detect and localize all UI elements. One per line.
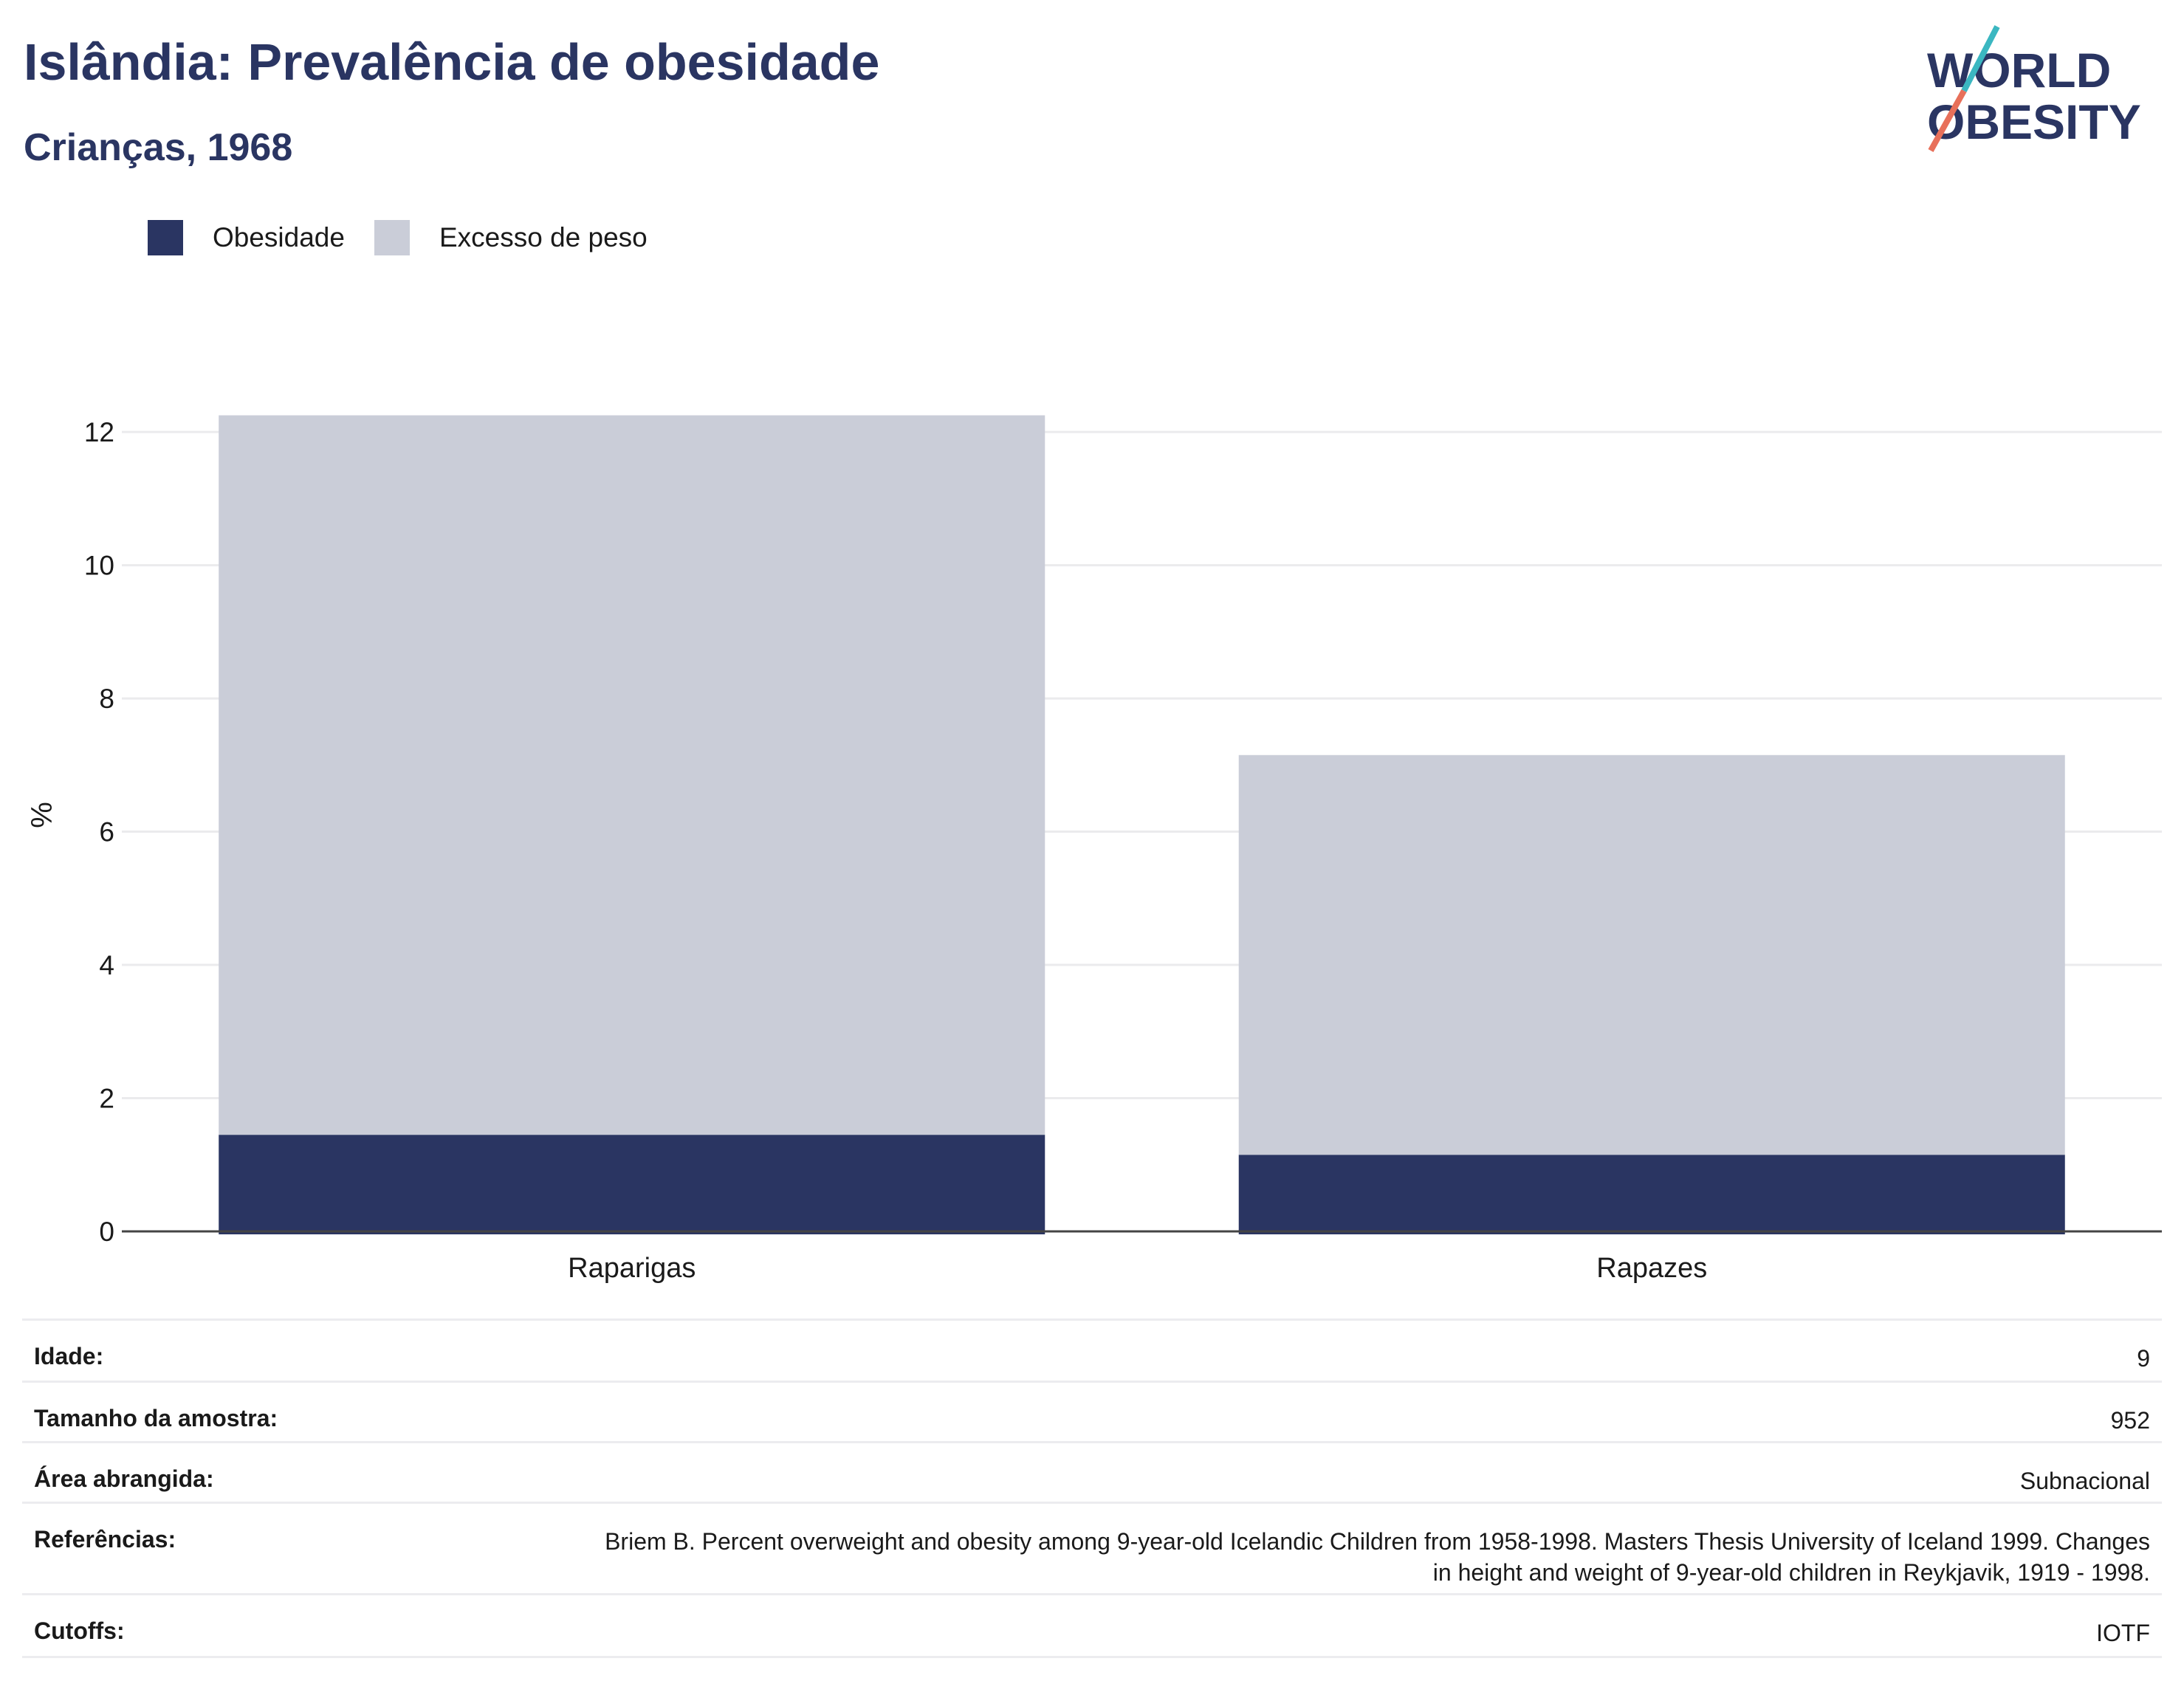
info-row-area: Área abrangida: Subnacional	[22, 1441, 2162, 1502]
legend: Obesidade Excesso de peso	[148, 220, 677, 255]
x-tick-label: Raparigas	[568, 1253, 696, 1284]
x-tick-label: Rapazes	[1596, 1253, 1707, 1284]
legend-label-obesity: Obesidade	[213, 222, 345, 252]
info-label-age: Idade:	[34, 1343, 104, 1369]
y-tick-label: 2	[99, 1084, 114, 1114]
y-tick-label: 4	[99, 950, 114, 980]
info-value-sample-size: 952	[2110, 1407, 2150, 1434]
info-row-age: Idade: 9	[22, 1318, 2162, 1381]
world-obesity-logo: WORLD OBESITY	[1927, 25, 2141, 152]
bar-obesity	[1238, 1155, 2065, 1234]
y-tick-label: 12	[84, 417, 114, 447]
info-table: Idade: 9 Tamanho da amostra: 952 Área ab…	[22, 1318, 2162, 1658]
y-tick-label: 8	[99, 684, 114, 714]
bar-overweight	[219, 415, 1045, 1135]
info-value-cutoffs: IOTF	[2096, 1620, 2150, 1646]
logo-line2: OBESITY	[1927, 94, 2141, 149]
legend-swatch-overweight	[374, 220, 410, 255]
bar-overweight	[1238, 754, 2065, 1155]
bar-chart: 0 2 4 6 8 10 12% Raparigas Rapazes	[26, 415, 2162, 1284]
info-value-age: 9	[2137, 1345, 2150, 1372]
legend-item-overweight[interactable]: Excesso de peso	[374, 220, 648, 255]
y-tick-label: 6	[99, 817, 114, 848]
info-value-references: Briem B. Percent overweight and obesity …	[605, 1528, 2150, 1586]
info-label-cutoffs: Cutoffs:	[34, 1617, 125, 1644]
logo-slash-teal	[1961, 25, 2000, 92]
info-row-cutoffs: Cutoffs: IOTF	[22, 1593, 2162, 1658]
chart-subtitle: Crianças, 1968	[24, 126, 293, 169]
bar-obesity	[219, 1135, 1045, 1234]
info-row-sample-size: Tamanho da amostra: 952	[22, 1381, 2162, 1441]
legend-item-obesity[interactable]: Obesidade	[148, 220, 345, 255]
info-label-references: Referências:	[34, 1526, 176, 1553]
chart-title: Islândia: Prevalência de obesidade	[24, 33, 880, 91]
info-value-area: Subnacional	[2019, 1468, 2150, 1494]
y-axis-label: %	[26, 802, 58, 828]
info-label-sample-size: Tamanho da amostra:	[34, 1405, 278, 1431]
info-row-references: Referências: Briem B. Percent overweight…	[22, 1502, 2162, 1593]
legend-label-overweight: Excesso de peso	[439, 222, 648, 252]
legend-swatch-obesity	[148, 220, 183, 255]
logo-slash-coral	[1928, 89, 1967, 152]
y-tick-label: 10	[84, 551, 114, 581]
info-label-area: Área abrangida:	[34, 1465, 214, 1492]
logo-line1: WORLD	[1927, 43, 2111, 97]
y-tick-label: 0	[99, 1217, 114, 1247]
